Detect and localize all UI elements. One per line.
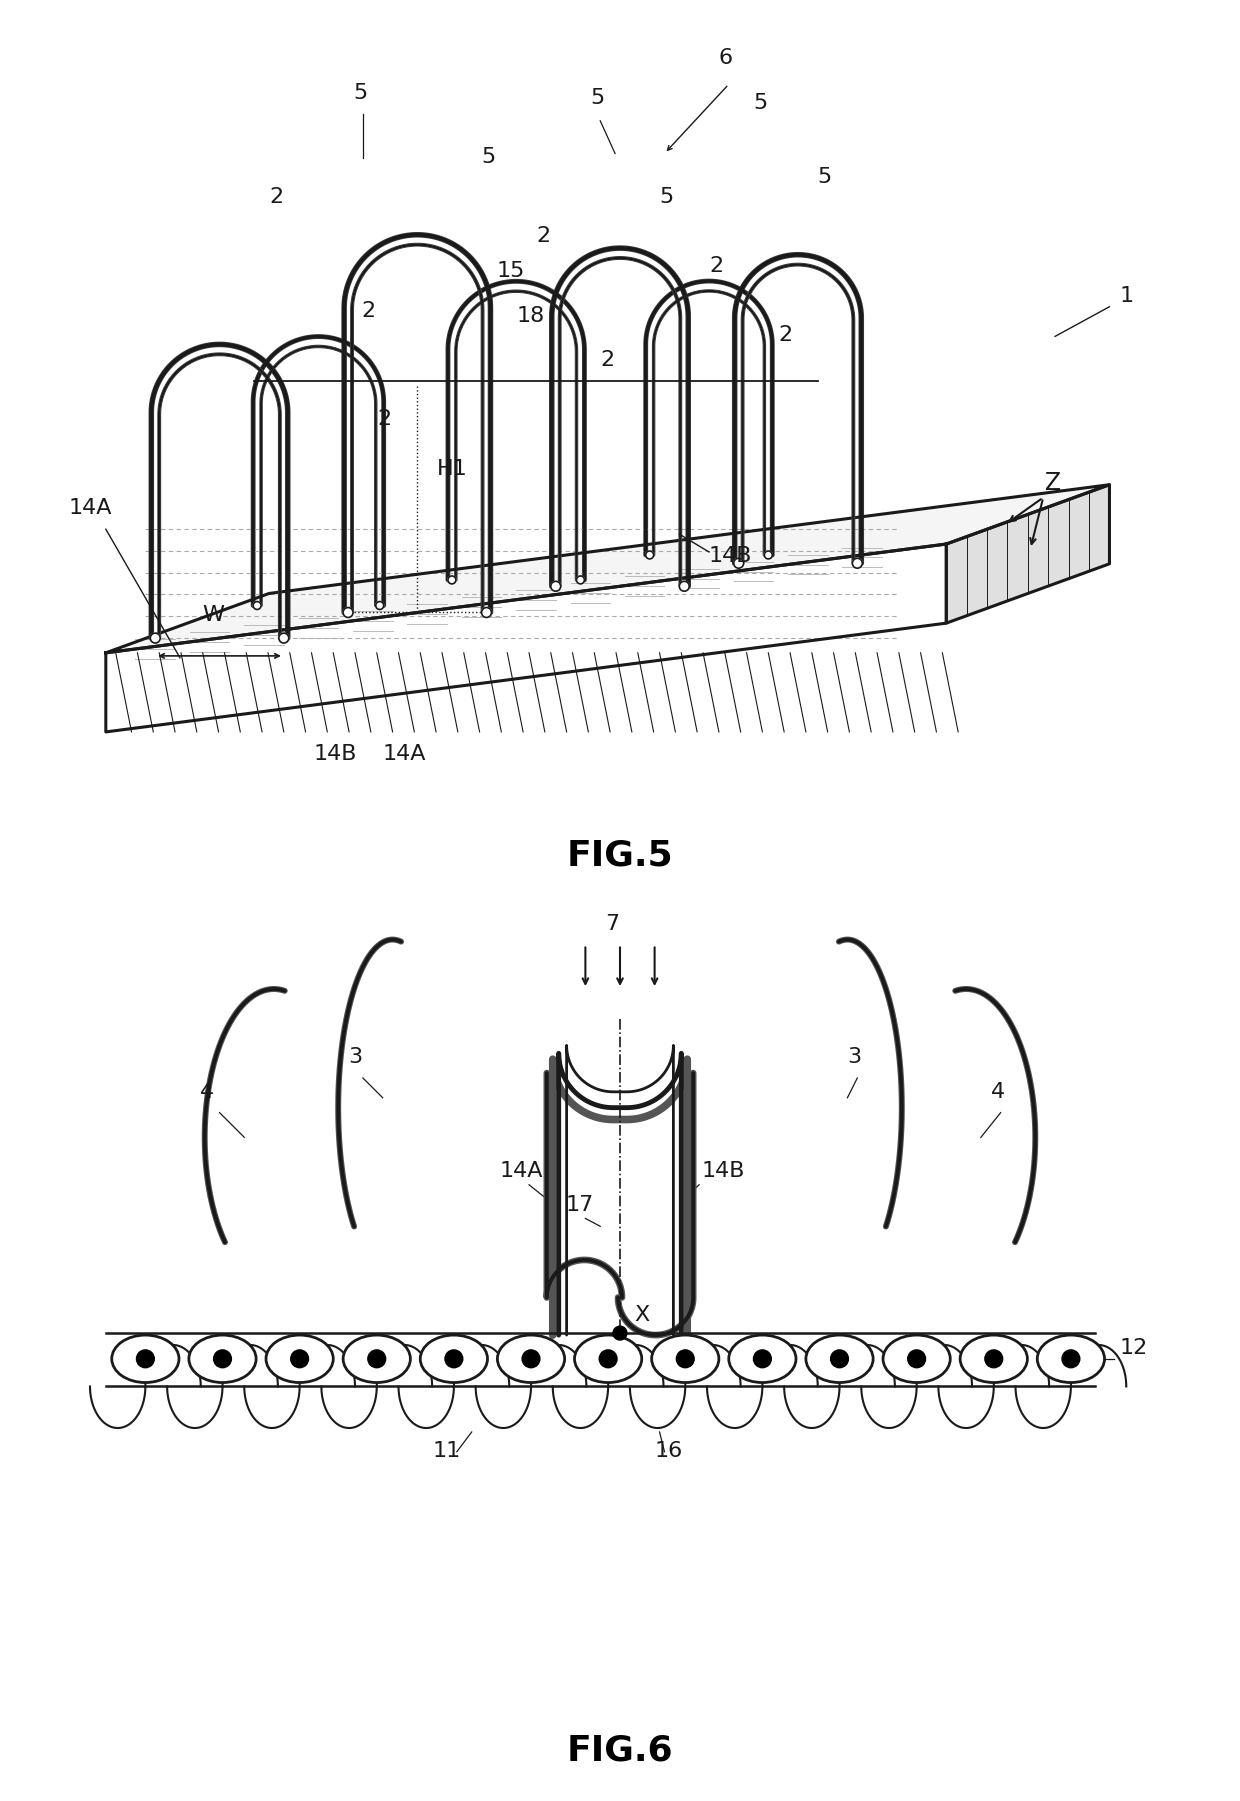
- Circle shape: [680, 582, 689, 591]
- Text: 5: 5: [481, 148, 496, 167]
- Text: Z: Z: [1045, 470, 1061, 495]
- Text: 2: 2: [536, 227, 551, 247]
- Text: 2: 2: [600, 349, 614, 369]
- Circle shape: [481, 607, 491, 618]
- Ellipse shape: [188, 1335, 257, 1383]
- Text: 18: 18: [516, 306, 544, 326]
- Ellipse shape: [806, 1335, 873, 1383]
- Text: 14B: 14B: [701, 1162, 744, 1181]
- Text: 7: 7: [605, 913, 619, 933]
- Text: 14B: 14B: [314, 744, 357, 764]
- Circle shape: [551, 582, 560, 591]
- Text: 6: 6: [719, 49, 733, 68]
- Text: 2: 2: [269, 187, 283, 207]
- Circle shape: [1061, 1351, 1080, 1367]
- Text: 5: 5: [590, 88, 605, 108]
- Circle shape: [599, 1351, 618, 1367]
- Text: 12: 12: [1120, 1338, 1147, 1358]
- Text: 4: 4: [991, 1082, 1004, 1102]
- Circle shape: [445, 1351, 463, 1367]
- Circle shape: [985, 1351, 1003, 1367]
- Circle shape: [577, 576, 584, 584]
- Ellipse shape: [1038, 1335, 1105, 1383]
- Text: 14A: 14A: [383, 744, 427, 764]
- Text: 2: 2: [378, 409, 392, 429]
- Text: 2: 2: [361, 301, 374, 321]
- Text: 14A: 14A: [500, 1162, 543, 1181]
- Text: 14B: 14B: [709, 546, 753, 566]
- Text: FIG.6: FIG.6: [567, 1733, 673, 1767]
- Circle shape: [136, 1351, 154, 1367]
- Circle shape: [376, 602, 383, 609]
- Circle shape: [343, 607, 353, 618]
- Ellipse shape: [497, 1335, 564, 1383]
- Text: 4: 4: [200, 1082, 213, 1102]
- Circle shape: [368, 1351, 386, 1367]
- Circle shape: [734, 558, 744, 567]
- Text: 2: 2: [709, 256, 723, 276]
- Text: 5: 5: [353, 83, 367, 103]
- Circle shape: [613, 1326, 627, 1340]
- Circle shape: [908, 1351, 925, 1367]
- Polygon shape: [946, 484, 1110, 623]
- Text: 5: 5: [660, 187, 673, 207]
- Text: W: W: [202, 605, 224, 625]
- Circle shape: [831, 1351, 848, 1367]
- Circle shape: [676, 1351, 694, 1367]
- Text: 14A: 14A: [68, 499, 112, 519]
- Circle shape: [253, 602, 262, 609]
- Text: 3: 3: [847, 1046, 862, 1068]
- Ellipse shape: [420, 1335, 487, 1383]
- Ellipse shape: [112, 1335, 179, 1383]
- Circle shape: [852, 558, 862, 567]
- Circle shape: [150, 634, 160, 643]
- Circle shape: [764, 551, 773, 558]
- Ellipse shape: [343, 1335, 410, 1383]
- Circle shape: [290, 1351, 309, 1367]
- Ellipse shape: [960, 1335, 1028, 1383]
- Circle shape: [754, 1351, 771, 1367]
- Text: 16: 16: [655, 1441, 683, 1461]
- Circle shape: [279, 634, 289, 643]
- Text: 5: 5: [817, 167, 832, 187]
- Circle shape: [213, 1351, 232, 1367]
- Text: FIG.5: FIG.5: [567, 839, 673, 872]
- Ellipse shape: [883, 1335, 950, 1383]
- Text: 15: 15: [496, 261, 525, 281]
- Circle shape: [522, 1351, 539, 1367]
- Text: X: X: [635, 1306, 650, 1326]
- Circle shape: [646, 551, 653, 558]
- Circle shape: [448, 576, 456, 584]
- Ellipse shape: [267, 1335, 334, 1383]
- Text: 11: 11: [432, 1441, 460, 1461]
- Text: 2: 2: [779, 326, 792, 346]
- Polygon shape: [105, 544, 946, 731]
- Text: 17: 17: [565, 1196, 594, 1216]
- Text: 1: 1: [1120, 286, 1133, 306]
- Ellipse shape: [574, 1335, 642, 1383]
- Text: 5: 5: [754, 94, 768, 113]
- Text: 3: 3: [348, 1046, 362, 1068]
- Ellipse shape: [729, 1335, 796, 1383]
- Polygon shape: [105, 484, 1110, 652]
- Text: H1: H1: [436, 459, 467, 479]
- Ellipse shape: [652, 1335, 719, 1383]
